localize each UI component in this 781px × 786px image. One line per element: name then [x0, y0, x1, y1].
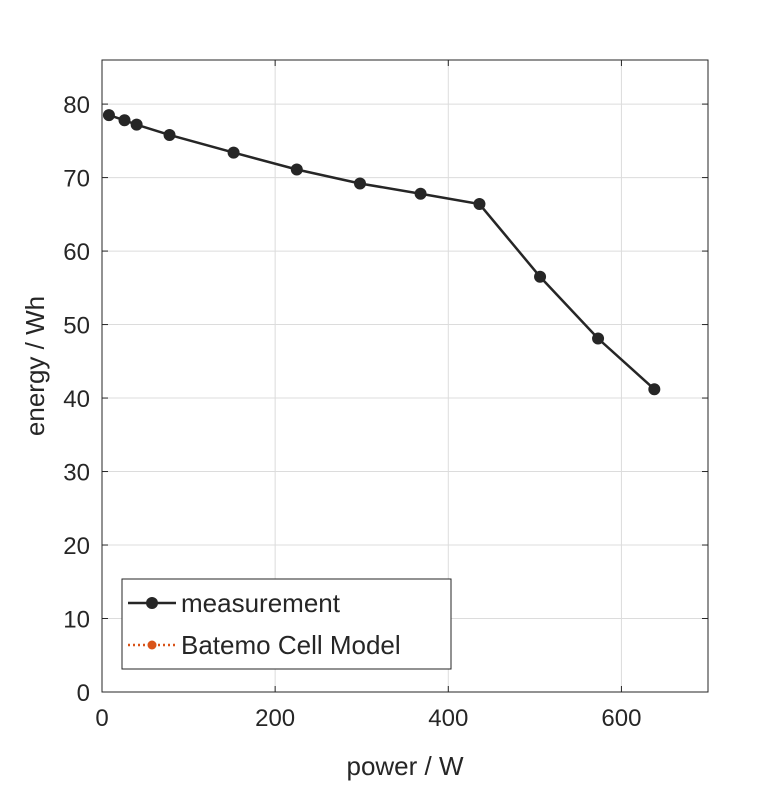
data-point — [353, 177, 366, 190]
y-tick-label: 10 — [63, 607, 90, 634]
data-point — [163, 128, 176, 141]
x-axis-title: power / W — [346, 751, 463, 781]
y-tick-label: 0 — [77, 680, 90, 707]
x-tick-label: 0 — [95, 705, 108, 732]
y-tick-label: 70 — [63, 166, 90, 193]
y-tick-label: 30 — [63, 460, 90, 487]
data-point — [130, 118, 143, 131]
axis-ticks: 0 200 400 600 0 10 20 30 40 50 60 70 80 — [63, 60, 708, 732]
legend-items: measurement Batemo Cell Model — [128, 588, 401, 660]
data-point — [118, 114, 131, 127]
legend-swatch-marker — [147, 640, 157, 650]
x-tick-label: 600 — [601, 705, 641, 732]
legend: measurement Batemo Cell Model — [121, 578, 452, 670]
y-tick-label: 40 — [63, 386, 90, 413]
data-point — [592, 332, 605, 345]
y-tick-label: 20 — [63, 533, 90, 560]
series-line-0 — [108, 113, 656, 391]
y-tick-label: 50 — [63, 313, 90, 340]
data-point — [227, 146, 240, 159]
data-point — [102, 109, 115, 122]
y-tick-label: 60 — [63, 239, 90, 266]
data-point — [290, 163, 303, 176]
x-tick-label: 400 — [428, 705, 468, 732]
data-point — [534, 270, 547, 283]
plot-area-frame — [101, 59, 709, 693]
data-point — [648, 383, 661, 396]
legend-box — [121, 578, 452, 670]
legend-entry-label: Batemo Cell Model — [181, 630, 401, 660]
data-point — [473, 198, 486, 211]
data-point — [414, 187, 427, 200]
x-tick-label: 200 — [255, 705, 295, 732]
data-series — [102, 109, 661, 396]
legend-swatch-marker — [146, 597, 158, 609]
y-tick-label: 80 — [63, 92, 90, 119]
legend-entry-label: measurement — [181, 588, 341, 618]
y-axis-title: energy / Wh — [20, 296, 50, 436]
